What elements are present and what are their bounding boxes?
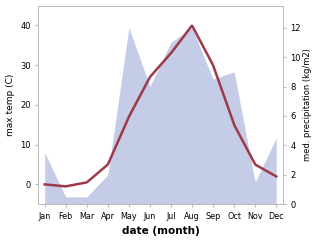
Y-axis label: med. precipitation (kg/m2): med. precipitation (kg/m2)	[303, 48, 313, 161]
X-axis label: date (month): date (month)	[121, 227, 199, 236]
Y-axis label: max temp (C): max temp (C)	[5, 74, 15, 136]
